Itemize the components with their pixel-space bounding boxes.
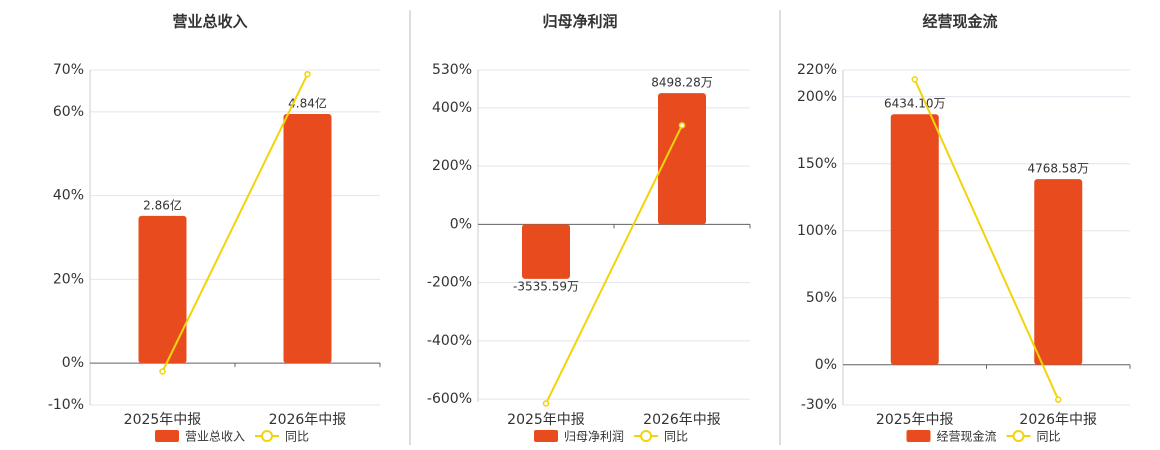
legend-label: 营业总收入 [185,430,245,444]
legend-label: 经营现金流 [937,429,997,444]
yoy-point [678,122,686,129]
bar [1034,179,1083,365]
yoy-point [1055,396,1062,403]
y-tick-label: -10% [48,397,84,413]
legend-swatch [534,430,558,442]
value-label: 4768.58万 [1027,162,1089,176]
y-tick-label: 50% [806,290,837,306]
bar [890,114,939,365]
x-tick-label: 2026年中报 [1019,412,1097,428]
y-tick-label: 220% [797,62,837,78]
value-label: -3535.59万 [513,279,579,293]
y-tick-label: 0% [815,357,837,373]
yoy-line [161,73,309,372]
yoy-point [159,368,166,375]
y-tick-label: 100% [797,223,837,239]
bar [283,113,332,364]
bar [522,224,570,279]
x-tick-label: 2025年中报 [507,412,585,428]
y-tick-label: 530% [432,62,472,78]
y-tick-label: -200% [427,275,472,291]
y-tick-label: 400% [432,100,472,116]
x-tick-label: 2025年中报 [876,412,954,428]
value-label: 2.86亿 [143,197,182,212]
chart-title: 经营现金流 [922,13,997,31]
value-label: 6434.10万 [884,97,946,111]
yoy-point [542,400,550,407]
y-tick-label: 0% [450,216,472,232]
y-tick-label: -30% [801,397,837,413]
yoy-line [545,124,683,404]
value-label: 4.84亿 [288,95,327,110]
legend-marker [1012,430,1025,442]
legend-swatch [906,430,931,442]
x-tick-label: 2025年中报 [124,412,202,428]
y-tick-label: 150% [797,156,837,172]
y-tick-label: 200% [432,158,472,174]
y-tick-label: 70% [53,62,84,78]
legend-marker [640,430,653,442]
bar [658,93,706,225]
x-tick-label: 2026年中报 [643,412,721,428]
legend-label: 归母净利润 [564,430,624,444]
y-tick-label: -600% [427,391,472,407]
yoy-point [304,70,311,78]
chart-title: 营业总收入 [172,13,247,31]
y-tick-label: 20% [53,271,84,287]
legend-marker [261,430,274,442]
x-tick-label: 2026年中报 [269,412,347,428]
legend-label: 同比 [664,430,688,444]
legend-label: 同比 [1037,430,1061,444]
y-tick-label: -400% [427,333,472,349]
bar [138,215,187,364]
y-tick-label: 0% [62,355,84,371]
legend-label: 同比 [285,430,309,444]
yoy-line [913,78,1060,401]
yoy-point [911,76,918,83]
chart-title: 归母净利润 [542,13,617,31]
value-label: 8498.28万 [651,76,713,90]
y-tick-label: 60% [53,104,84,120]
y-tick-label: 40% [53,188,84,204]
legend-swatch [155,430,179,442]
y-tick-label: 200% [797,89,837,105]
